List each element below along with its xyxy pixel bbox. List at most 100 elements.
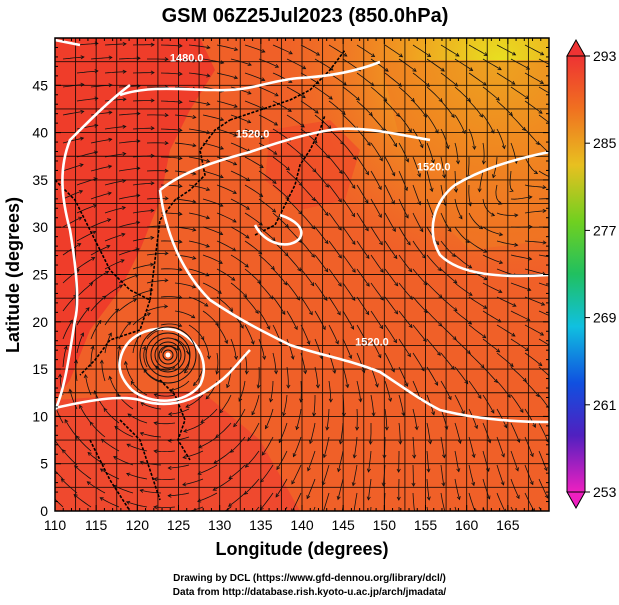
streamline-arrow [86, 481, 91, 486]
streamline [258, 170, 277, 184]
streamline-arrow [150, 235, 155, 240]
streamline-arrow [307, 467, 311, 472]
streamline-arrow [322, 325, 326, 331]
streamline-arrow [73, 493, 78, 498]
streamline-arrow [397, 82, 403, 87]
streamline [286, 114, 305, 128]
streamline [300, 352, 306, 374]
streamline [153, 478, 176, 480]
streamline-arrow [500, 481, 505, 486]
streamline [553, 465, 561, 484]
streamline-arrow [497, 318, 502, 323]
streamline [370, 170, 382, 190]
streamline-arrow [379, 268, 384, 273]
streamline [368, 478, 372, 500]
streamline-arrow [93, 177, 98, 182]
streamline [412, 296, 428, 313]
streamline [275, 478, 288, 498]
streamline [309, 422, 316, 444]
streamline [342, 142, 357, 160]
streamline-arrow [299, 398, 304, 403]
streamline [482, 366, 498, 383]
streamline [118, 194, 140, 200]
streamline [384, 296, 398, 315]
streamline-arrow [271, 237, 276, 242]
streamline-arrow [451, 253, 456, 258]
streamline [398, 366, 408, 387]
streamline [76, 97, 98, 102]
streamline [261, 436, 274, 456]
streamline-arrow [377, 354, 382, 359]
colorbar-ticks: 293 285 277 269 261 253 [585, 48, 617, 500]
streamline-arrow [192, 381, 197, 386]
streamline [282, 394, 288, 416]
streamline [384, 156, 395, 176]
streamline [183, 422, 204, 432]
streamline [300, 44, 320, 56]
streamline [510, 394, 524, 413]
streamline-arrow [94, 69, 99, 74]
streamline [76, 282, 93, 298]
streamline-arrow [108, 83, 113, 88]
streamline-arrow [108, 137, 113, 142]
streamline [384, 408, 388, 430]
streamline [440, 436, 445, 458]
streamline-arrow [69, 319, 73, 324]
x-tick-label: 130 [208, 517, 232, 533]
streamline-arrow [351, 240, 356, 245]
streamline-arrow [105, 271, 110, 275]
streamline-arrow [167, 493, 172, 498]
streamline-arrow [206, 101, 211, 106]
streamline [482, 282, 502, 293]
streamline-arrow [244, 463, 250, 468]
streamline [412, 44, 431, 57]
streamline-arrow [243, 490, 249, 495]
streamline [370, 282, 384, 301]
streamline-arrow [384, 426, 389, 431]
streamline-arrow [445, 145, 450, 150]
streamline [510, 310, 530, 321]
streamline [426, 114, 439, 134]
streamline-arrow [437, 267, 442, 272]
streamline-arrow [417, 201, 422, 206]
streamline [412, 352, 425, 372]
streamline-arrow [368, 525, 371, 528]
streamline-arrow [288, 50, 293, 55]
streamline [230, 170, 250, 182]
streamline [132, 237, 154, 242]
streamline [69, 389, 78, 410]
streamline-arrow [254, 309, 259, 314]
streamline [216, 100, 238, 108]
streamline [170, 380, 190, 391]
streamline [323, 492, 330, 511]
streamline-arrow [482, 334, 487, 339]
streamline [87, 452, 106, 466]
streamline-arrow [388, 397, 393, 403]
streamline-arrow [485, 467, 490, 473]
streamline-arrow [183, 428, 188, 433]
streamline [524, 324, 544, 336]
streamline [104, 153, 126, 158]
streamline-arrow [277, 522, 280, 526]
streamline-arrow [426, 468, 431, 473]
streamline-arrow [127, 321, 132, 326]
streamline-arrow [204, 302, 209, 307]
streamline [104, 259, 125, 270]
streamline [258, 58, 279, 68]
streamline [482, 86, 500, 101]
streamline-arrow [75, 269, 80, 273]
streamline-arrow [250, 340, 255, 345]
streamline-arrow [108, 375, 113, 380]
streamline-arrow [383, 97, 388, 102]
streamline-arrow [542, 185, 547, 190]
streamline-arrow [64, 418, 69, 424]
streamline [538, 450, 548, 471]
streamline-arrow [378, 213, 382, 219]
streamline-arrow [358, 398, 363, 403]
streamline-arrow [365, 254, 370, 259]
streamline-arrow [365, 310, 370, 316]
streamline [113, 485, 134, 494]
streamline-arrow [219, 117, 225, 122]
streamline-arrow [139, 488, 144, 493]
streamline-arrow [309, 439, 313, 445]
